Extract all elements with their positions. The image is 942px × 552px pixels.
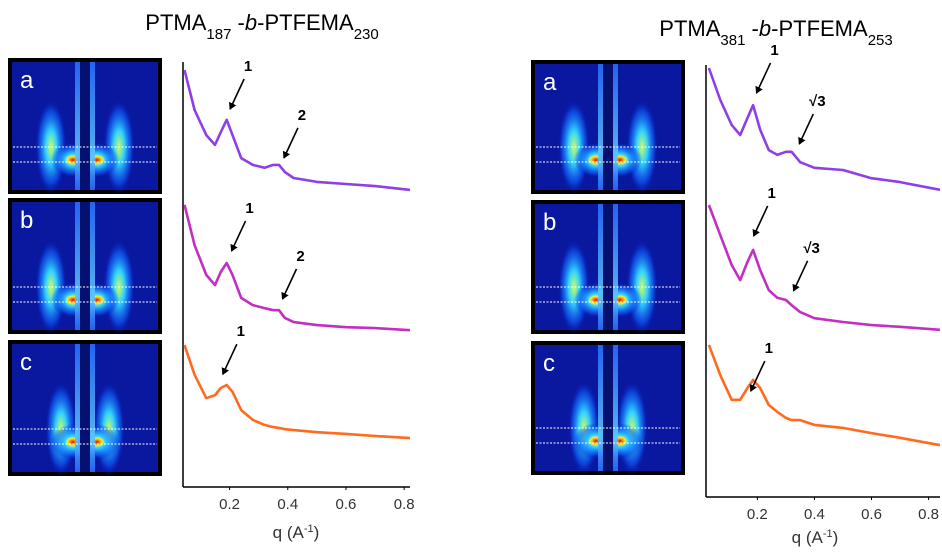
x-tick-label: 0.4 [804, 506, 825, 523]
title-part: 253 [868, 32, 893, 49]
title-part: 187 [206, 26, 231, 43]
panel-label: a [543, 69, 557, 96]
x-axis-label: q (A-1) [273, 523, 320, 542]
panel-label: b [543, 209, 556, 236]
title-part: - [231, 10, 244, 35]
annotation-arrow [229, 78, 245, 110]
stripe [613, 345, 618, 471]
x-tick-label: 0.4 [277, 496, 298, 513]
x-label-part: -1 [823, 528, 833, 540]
annotation-arrow [792, 260, 809, 292]
title-part: b [759, 16, 771, 41]
title-part: - [745, 16, 758, 41]
title-part: PTMA [145, 10, 206, 35]
annotation-label: 1 [767, 185, 775, 202]
x-label-part: -1 [304, 523, 314, 535]
annotation-label: √3 [809, 93, 826, 110]
x-tick-label: 0.6 [336, 496, 357, 513]
stripe [75, 202, 80, 330]
beamstop [603, 64, 613, 190]
title-part: 230 [354, 26, 379, 43]
x-tick-label: 0.2 [219, 496, 240, 513]
annotation-label: 2 [296, 248, 304, 265]
stripe [613, 204, 618, 330]
panel-label: b [20, 207, 33, 234]
annotation-label: √3 [803, 240, 820, 257]
stripe [613, 64, 618, 190]
curve [183, 204, 411, 332]
stripe [90, 344, 95, 472]
annotation-label: 2 [298, 107, 306, 124]
x-label-part: q (A [273, 523, 305, 542]
annotation-arrow [749, 360, 766, 392]
curve [707, 204, 941, 332]
x-tick-label: 0.8 [918, 506, 939, 523]
annotation-label: 1 [244, 58, 252, 75]
annotation-arrow [752, 205, 769, 237]
stripe [90, 202, 95, 330]
beamstop [80, 62, 90, 190]
beamstop [80, 344, 90, 472]
stripe [598, 345, 603, 471]
chart-title: PTMA187 -b-PTFEMA230 [145, 10, 378, 43]
stripe [90, 62, 95, 190]
stripe [75, 62, 80, 190]
annotation-label: 1 [765, 340, 773, 357]
curve [707, 67, 941, 192]
stripe [598, 204, 603, 330]
annotation-arrow [798, 113, 815, 145]
panel-label: c [20, 349, 32, 376]
panel-label: c [543, 350, 555, 377]
annotation-label: 1 [245, 200, 253, 217]
annotation-label: 1 [770, 42, 778, 59]
title-part: -PTFEMA [257, 10, 354, 35]
panel-label: a [20, 67, 34, 94]
x-tick-label: 0.6 [861, 506, 882, 523]
x-label-part: ) [833, 528, 839, 547]
x-axis-label: q (A-1) [792, 528, 839, 547]
beamstop [603, 204, 613, 330]
curve [183, 344, 411, 440]
stripe [75, 344, 80, 472]
title-part: PTMA [659, 16, 720, 41]
title-part: b [245, 10, 257, 35]
beamstop [603, 345, 613, 471]
annotation-arrow [282, 127, 299, 159]
annotation-arrow [755, 62, 772, 94]
annotation-label: 1 [237, 323, 245, 340]
title-part: -PTFEMA [771, 16, 868, 41]
annotation-arrow [230, 220, 247, 252]
stripe [598, 64, 603, 190]
x-tick-label: 0.8 [394, 496, 415, 513]
annotation-arrow [221, 343, 238, 376]
annotation-arrow [281, 268, 298, 300]
curve [183, 69, 411, 192]
x-label-part: q (A [792, 528, 824, 547]
title-part: 381 [720, 32, 745, 49]
chart-title: PTMA381 -b-PTFEMA253 [659, 16, 892, 49]
x-tick-label: 0.2 [747, 506, 768, 523]
x-label-part: ) [314, 523, 320, 542]
beamstop [80, 202, 90, 330]
curve [707, 344, 941, 447]
